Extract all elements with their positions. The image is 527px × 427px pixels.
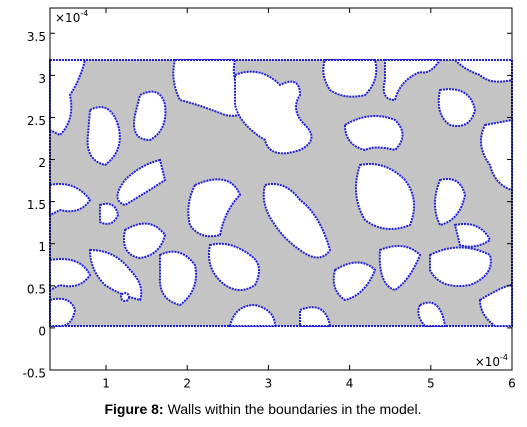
x-tick-label: 6 (508, 377, 516, 391)
pore (123, 222, 167, 260)
pore (343, 115, 404, 152)
ticks: 1 2 3 4 5 6 -0.5 0 0.5 1 1.5 2 2.5 3 3.5 (23, 8, 516, 391)
pore (453, 223, 492, 248)
pore (120, 292, 130, 302)
pore (480, 118, 513, 192)
y-tick-label: 3.5 (27, 30, 46, 44)
pore (332, 261, 377, 302)
pore (228, 303, 277, 327)
y-multiplier: ×10-4 (55, 9, 88, 25)
x-tick-label: 1 (102, 377, 110, 391)
x-multiplier-exponent: -4 (500, 353, 508, 362)
pore (88, 248, 143, 302)
pore (49, 258, 92, 292)
pore (187, 178, 242, 238)
y-multiplier-base: ×10 (55, 11, 80, 25)
pore (86, 106, 121, 167)
pore (49, 59, 87, 137)
pore (299, 306, 332, 327)
y-tick-label: 1 (38, 240, 46, 254)
pore (208, 242, 260, 291)
pore (434, 178, 467, 227)
pore (378, 245, 422, 292)
x-tick-label: 4 (346, 377, 354, 391)
x-tick-label: 2 (183, 377, 191, 391)
pore (49, 297, 77, 327)
pore (437, 88, 477, 127)
pore (262, 183, 332, 259)
pore (355, 163, 415, 230)
caption-label: Figure 8: (104, 401, 163, 417)
x-tick-label: 3 (265, 377, 273, 391)
x-multiplier-base: ×10 (475, 355, 500, 369)
y-tick-label: 1.5 (27, 198, 46, 212)
pore (116, 158, 167, 207)
pore (417, 301, 447, 327)
caption-text: Walls within the boundaries in the model… (168, 401, 422, 417)
y-tick-label: 2.5 (27, 114, 46, 128)
y-tick-label: 0 (38, 324, 46, 338)
x-multiplier: ×10-4 (475, 353, 508, 369)
caption: Figure 8: Walls within the boundaries in … (104, 401, 421, 417)
pore (159, 250, 197, 307)
pore (382, 59, 442, 102)
pore (49, 183, 92, 217)
y-tick-label: -0.5 (23, 367, 46, 381)
plot-frame (49, 7, 513, 371)
y-multiplier-exponent: -4 (80, 9, 88, 18)
y-tick-label: 3 (38, 72, 46, 86)
pore (322, 59, 378, 98)
pore (99, 202, 120, 225)
pore (429, 246, 492, 287)
geometry (49, 59, 513, 327)
pore (234, 70, 313, 155)
pore (452, 59, 513, 83)
y-tick-label: 0.5 (27, 282, 46, 296)
x-tick-label: 5 (427, 377, 435, 391)
y-tick-label: 2 (38, 156, 46, 170)
pore (133, 90, 167, 142)
